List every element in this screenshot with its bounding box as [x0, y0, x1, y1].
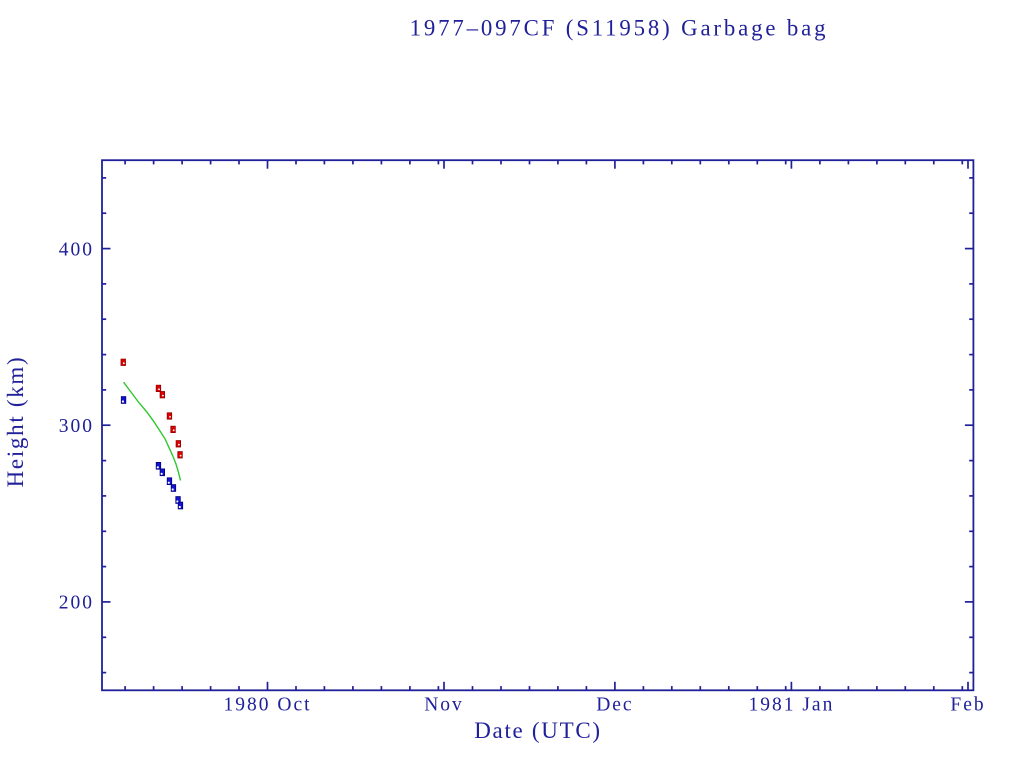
svg-text:1980 Oct: 1980 Oct — [223, 695, 311, 716]
svg-text:Feb: Feb — [950, 695, 985, 716]
svg-text:Nov: Nov — [424, 695, 464, 716]
svg-text:1977–097CF (S11958) Garbage ba: 1977–097CF (S11958) Garbage bag — [410, 16, 829, 41]
svg-text:400: 400 — [59, 239, 94, 260]
svg-text:200: 200 — [59, 593, 94, 614]
svg-text:1981 Jan: 1981 Jan — [748, 695, 834, 716]
svg-text:Height (km): Height (km) — [3, 356, 28, 488]
svg-text:300: 300 — [59, 416, 94, 437]
svg-text:Dec: Dec — [596, 695, 633, 716]
svg-text:Date (UTC): Date (UTC) — [474, 718, 602, 743]
